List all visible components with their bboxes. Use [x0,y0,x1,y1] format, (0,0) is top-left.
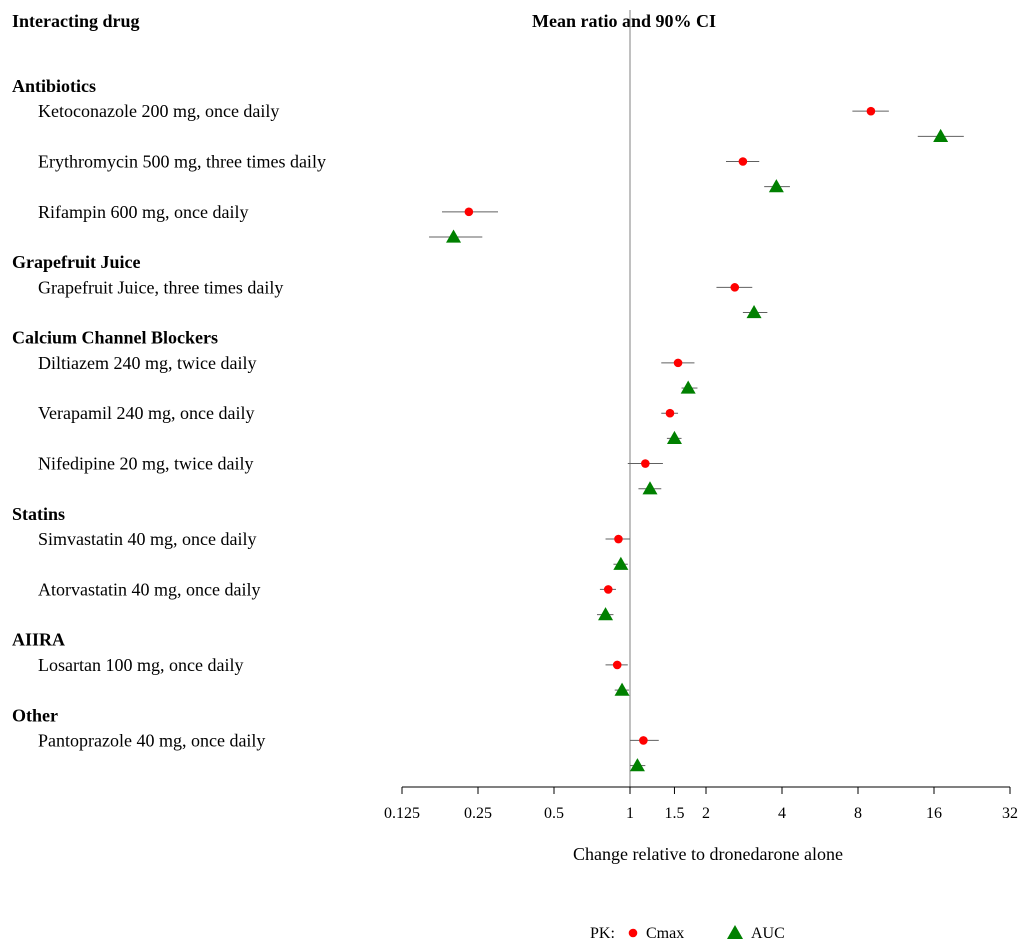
group-label: Other [12,705,58,725]
legend-auc-marker [727,925,743,939]
group-label: Grapefruit Juice [12,252,140,272]
cmax-point [665,408,675,418]
drug-label: Atorvastatin 40 mg, once daily [38,579,260,599]
x-tick-label: 0.125 [384,805,420,822]
group-label: Antibiotics [12,76,96,96]
auc-point [666,430,682,445]
cmax-point [730,283,740,292]
drug-label: Nifedipine 20 mg, twice daily [38,454,253,474]
x-tick-label: 0.5 [544,805,564,822]
legend-cmax-marker [628,928,638,938]
x-tick-label: 32 [1002,805,1018,822]
drug-label: Rifampin 600 mg, once daily [38,202,248,222]
group-label: AIIRA [12,630,65,650]
group-label: Calcium Channel Blockers [12,328,218,348]
cmax-point [464,207,474,217]
cmax-point [866,106,876,116]
cmax-point [738,157,748,166]
x-tick-label: 1 [626,805,634,822]
cmax-point [639,736,648,745]
auc-point [629,758,645,772]
cmax-point [612,660,622,670]
legend-cmax-label: Cmax [646,925,684,942]
drug-label: Ketoconazole 200 mg, once daily [38,101,279,121]
x-tick-label: 1.5 [664,805,684,822]
cmax-point [603,585,613,594]
plot-rows: Antibiotics Ketoconazole 200 mg, once dai… [12,10,964,787]
x-axis-label: Change relative to dronedarone alone [573,844,843,864]
legend: PK: Cmax AUC [590,925,785,942]
drug-label: Erythromycin 500 mg, three times daily [38,152,326,172]
x-tick-label: 4 [778,805,786,822]
auc-point [746,305,762,319]
auc-point [613,556,629,570]
drug-label: Pantoprazole 40 mg, once daily [38,730,265,750]
auc-point [446,229,462,243]
auc-point [933,128,949,142]
cmax-point [673,358,683,368]
x-axis: 0.125 0.25 0.5 1 1.5 2 4 8 16 32 [384,786,1018,822]
cmax-point [614,534,623,544]
auc-point [642,481,658,495]
x-tick-label: 0.25 [464,805,492,822]
header-interacting-drug: Interacting drug [12,11,140,31]
drug-label: Verapamil 240 mg, once daily [38,403,254,423]
x-tick-label: 8 [854,805,862,822]
drug-label: Losartan 100 mg, once daily [38,655,243,675]
drug-label: Grapefruit Juice, three times daily [38,277,283,297]
legend-prefix: PK: [590,925,615,942]
cmax-point [641,459,650,468]
auc-point [768,179,784,193]
drug-label: Simvastatin 40 mg, once daily [38,529,256,549]
header-mean-ratio: Mean ratio and 90% CI [532,11,716,31]
x-tick-label: 2 [702,805,710,822]
auc-point [614,682,630,696]
auc-point [598,607,614,621]
drug-label: Diltiazem 240 mg, twice daily [38,353,256,373]
legend-auc-label: AUC [751,925,785,942]
auc-point [680,380,696,394]
x-tick-label: 16 [926,805,942,822]
group-label: Statins [12,504,65,524]
